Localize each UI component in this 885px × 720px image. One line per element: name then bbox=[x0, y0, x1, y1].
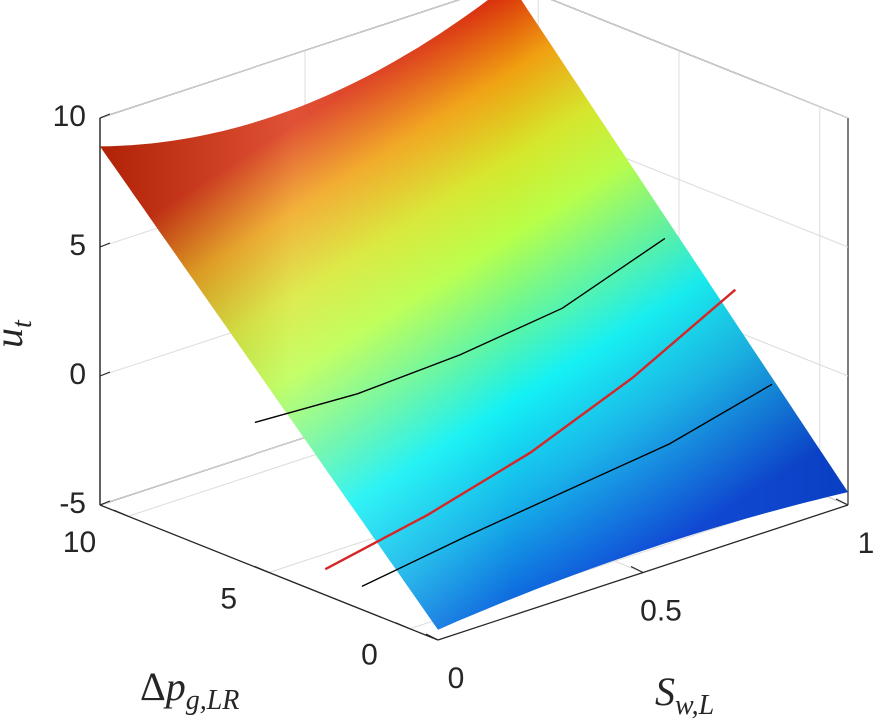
grid-line bbox=[99, 0, 460, 119]
y-axis-label: Δpg,LR bbox=[140, 664, 239, 716]
x-tick-label: 1 bbox=[858, 527, 875, 560]
z-tick-label: -5 bbox=[59, 487, 86, 520]
z-tick-label: 0 bbox=[69, 358, 86, 391]
z-tick-mark bbox=[99, 500, 111, 506]
z-tick-mark bbox=[99, 242, 111, 248]
curves bbox=[254, 237, 773, 588]
curve-line-3 bbox=[361, 383, 773, 588]
y-tick-label: 0 bbox=[361, 639, 378, 672]
z-tick-label: 10 bbox=[53, 100, 86, 133]
y-tick-mark bbox=[395, 622, 411, 630]
x-tick-mark bbox=[835, 498, 849, 506]
z-tick-label: 5 bbox=[69, 229, 86, 262]
y-tick-mark bbox=[113, 509, 129, 517]
z-axis-label: ut bbox=[0, 319, 38, 348]
x-tick-label: 0.5 bbox=[640, 594, 682, 627]
x-tick-label: 0 bbox=[448, 662, 465, 695]
x-axis-label: Sw,L bbox=[655, 669, 714, 720]
curve-line-1 bbox=[254, 237, 666, 424]
y-tick-mark bbox=[254, 565, 270, 574]
x-tick-mark bbox=[630, 565, 644, 574]
tick-labels: -5 0 5 10 0 5 10 0 0.5 1 bbox=[53, 100, 875, 695]
front-axes bbox=[99, 113, 849, 641]
grid-line bbox=[551, 0, 849, 119]
x-tick-mark bbox=[425, 633, 439, 641]
y-tick-label: 10 bbox=[63, 526, 96, 559]
z-tick-mark bbox=[99, 371, 111, 377]
curve-line-2 bbox=[324, 288, 737, 571]
surface-shading bbox=[100, 0, 848, 630]
z-tick-mark bbox=[99, 113, 111, 119]
surface bbox=[100, 0, 848, 630]
y-tick-label: 5 bbox=[220, 582, 237, 615]
